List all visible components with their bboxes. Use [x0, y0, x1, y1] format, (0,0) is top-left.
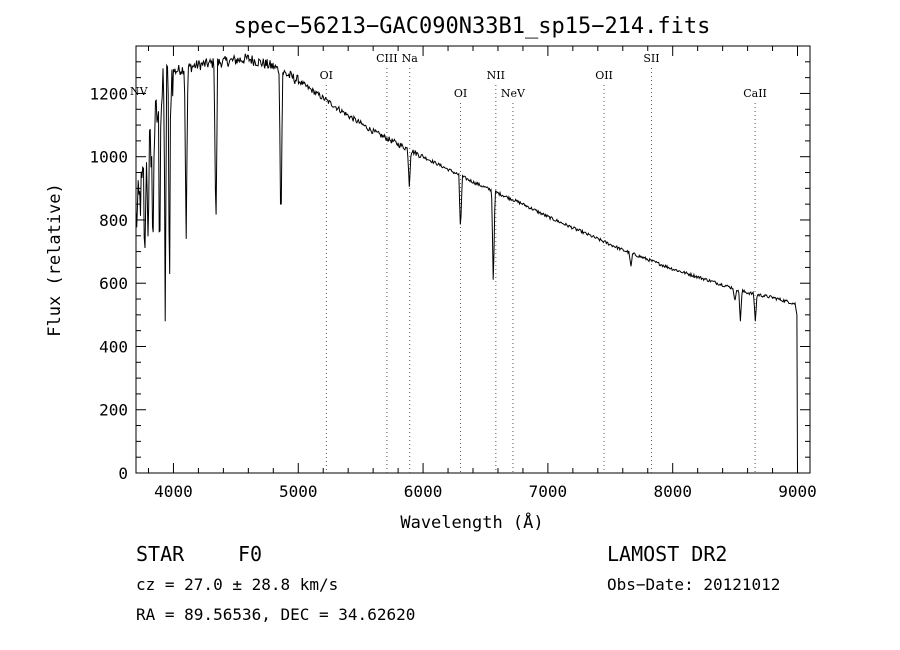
annotation-label: OII	[595, 69, 613, 82]
annotation-lines	[325, 68, 756, 473]
annotation-label: Na	[402, 52, 419, 65]
y-axis: 0 200 400 600 800 1000 1200	[89, 61, 810, 483]
x-axis-label: Wavelength (Å)	[400, 511, 543, 533]
plot-frame	[135, 45, 811, 474]
annotation-label: CaII	[743, 87, 767, 100]
annotation-labels: NV OI CIII Na OI NII NeV OII SII CaII	[130, 52, 767, 100]
y-tick-label: 200	[99, 401, 128, 420]
survey-label: LAMOST DR2	[607, 542, 727, 566]
redshift-text: cz = 27.0 ± 28.8 km/s	[136, 575, 338, 594]
subclass-label: F0	[238, 542, 262, 566]
y-tick-label: 1200	[89, 84, 128, 103]
annotation-label: SII	[643, 52, 659, 65]
x-axis: 4000 5000 6000 7000 8000 9000	[147, 46, 817, 501]
annotation-label: OI	[320, 69, 333, 82]
x-tick-label: 6000	[404, 482, 443, 501]
obs-date-text: Obs−Date: 20121012	[607, 575, 780, 594]
coordinates-text: RA = 89.56536, DEC = 34.62620	[136, 605, 415, 624]
spectrum-series-line	[135, 53, 798, 474]
y-tick-label: 1000	[89, 148, 128, 167]
annotation-label: NII	[487, 69, 505, 82]
x-tick-label: 4000	[154, 482, 193, 501]
object-type-label: STAR	[136, 542, 185, 566]
x-tick-label: 8000	[653, 482, 692, 501]
y-tick-label: 0	[118, 464, 128, 483]
annotation-label: CIII	[376, 52, 397, 65]
y-tick-label: 400	[99, 337, 128, 356]
chart-title: spec−56213−GAC090N33B1_sp15−214.fits	[234, 14, 711, 39]
annotation-label: NeV	[501, 87, 526, 100]
y-axis-label: Flux (relative)	[45, 183, 65, 337]
y-tick-label: 600	[99, 274, 128, 293]
annotation-label: OI	[454, 87, 467, 100]
x-tick-label: 7000	[529, 482, 568, 501]
x-tick-label: 5000	[279, 482, 318, 501]
y-tick-label: 800	[99, 211, 128, 230]
annotation-label: NV	[130, 85, 149, 98]
x-tick-label: 9000	[778, 482, 817, 501]
